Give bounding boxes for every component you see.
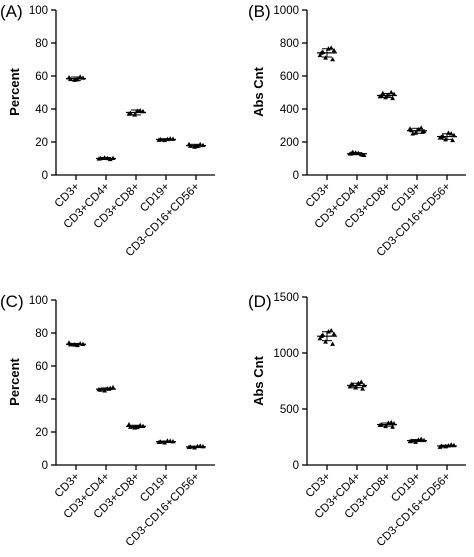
- data-point: [186, 141, 192, 147]
- data-point: [391, 91, 397, 96]
- y-tick-label: 80: [35, 38, 48, 50]
- y-tick-label: 1000: [273, 348, 299, 360]
- data-point: [330, 56, 335, 62]
- x-categories-a: CD3+CD3+CD4+CD3+CD8+CD19+CD3-CD16+CD56+: [53, 175, 202, 259]
- data-point: [360, 386, 365, 391]
- panel-letter-c: (C): [0, 292, 24, 311]
- data-point: [331, 47, 337, 53]
- data-point: [347, 384, 353, 389]
- y-tick-label: 40: [35, 394, 48, 406]
- data-point: [380, 90, 386, 96]
- y-tick-label: 80: [35, 328, 48, 340]
- y-tick-label: 20: [35, 137, 48, 149]
- data-point: [110, 155, 116, 160]
- data-point: [77, 74, 83, 79]
- y-tick-label: 200: [280, 137, 299, 149]
- marks-d: [317, 328, 457, 449]
- data-point: [317, 52, 323, 58]
- y-tick-label: 0: [42, 170, 48, 182]
- data-point: [450, 137, 455, 143]
- x-categories-b: CD3+CD3+CD4+CD3+CD8+CD19+CD3-CD16+CD56+: [304, 175, 453, 259]
- data-point: [66, 340, 72, 345]
- panel-letter-d: (D): [248, 292, 272, 311]
- y-ticks-a: 0 20 40 60 80 100: [29, 5, 56, 182]
- y-axis-title-c: Percent: [7, 357, 22, 405]
- marks-a: [66, 74, 206, 162]
- data-point: [132, 112, 137, 117]
- data-point: [126, 421, 132, 427]
- y-tick-label: 1500: [273, 292, 299, 304]
- data-point: [390, 424, 395, 429]
- data-point: [110, 384, 116, 390]
- data-point: [360, 152, 365, 157]
- y-tick-label: 0: [293, 170, 299, 182]
- chart-panel-b: (B) 0 200 400 600 800 1000 Abs Cnt CD3+CD3+CD…: [248, 2, 466, 259]
- chart-panel-c: (C) 0 20 40 60 80 100 Percent CD3+CD3+CD4+CD3…: [0, 292, 215, 549]
- y-tick-label: 100: [29, 295, 48, 307]
- data-point: [317, 335, 323, 341]
- y-ticks-b: 0 200 400 600 800 1000: [273, 5, 307, 182]
- data-point: [330, 341, 335, 346]
- y-tick-label: 800: [280, 38, 299, 50]
- y-tick-label: 100: [29, 5, 48, 17]
- y-axis-title-b: Abs Cnt: [251, 66, 266, 117]
- data-point: [377, 94, 383, 99]
- data-point: [407, 126, 413, 131]
- y-tick-label: 0: [42, 460, 48, 472]
- y-axis-title-d: Abs Cnt: [251, 355, 266, 406]
- y-ticks-c: 0 20 40 60 80 100: [29, 295, 56, 472]
- data-point: [437, 444, 443, 449]
- data-point: [323, 339, 328, 344]
- y-tick-label: 40: [35, 104, 48, 116]
- data-point: [390, 95, 395, 101]
- y-tick-label: 500: [280, 404, 299, 416]
- marks-b: [317, 45, 457, 157]
- y-tick-label: 60: [35, 71, 48, 83]
- y-tick-label: 1000: [273, 5, 299, 17]
- panel-letter-b: (B): [248, 2, 271, 21]
- y-ticks-d: 0 500 1000 1500: [273, 292, 307, 472]
- y-tick-label: 0: [293, 460, 299, 472]
- y-tick-label: 20: [35, 427, 48, 439]
- y-tick-label: 60: [35, 361, 48, 373]
- x-categories-d: CD3+CD3+CD4+CD3+CD8+CD19+CD3-CD16+CD56+: [304, 465, 453, 549]
- data-point: [437, 135, 443, 140]
- data-point: [331, 331, 337, 336]
- x-categories-c: CD3+CD3+CD4+CD3+CD8+CD19+CD3-CD16+CD56+: [53, 465, 202, 549]
- marks-c: [66, 340, 206, 450]
- y-tick-label: 600: [280, 71, 299, 83]
- chart-panel-a: (A) 0 20 40 60 80 100 Percent CD3+CD3+CD4+CD3…: [0, 2, 215, 259]
- y-axis-title-a: Percent: [7, 67, 22, 115]
- chart-panel-d: (D) 0 500 1000 1500 Abs Cnt CD3+CD3+CD4+CD3…: [248, 292, 466, 549]
- y-tick-label: 400: [280, 104, 299, 116]
- panel-letter-a: (A): [0, 2, 23, 21]
- data-point: [126, 111, 132, 116]
